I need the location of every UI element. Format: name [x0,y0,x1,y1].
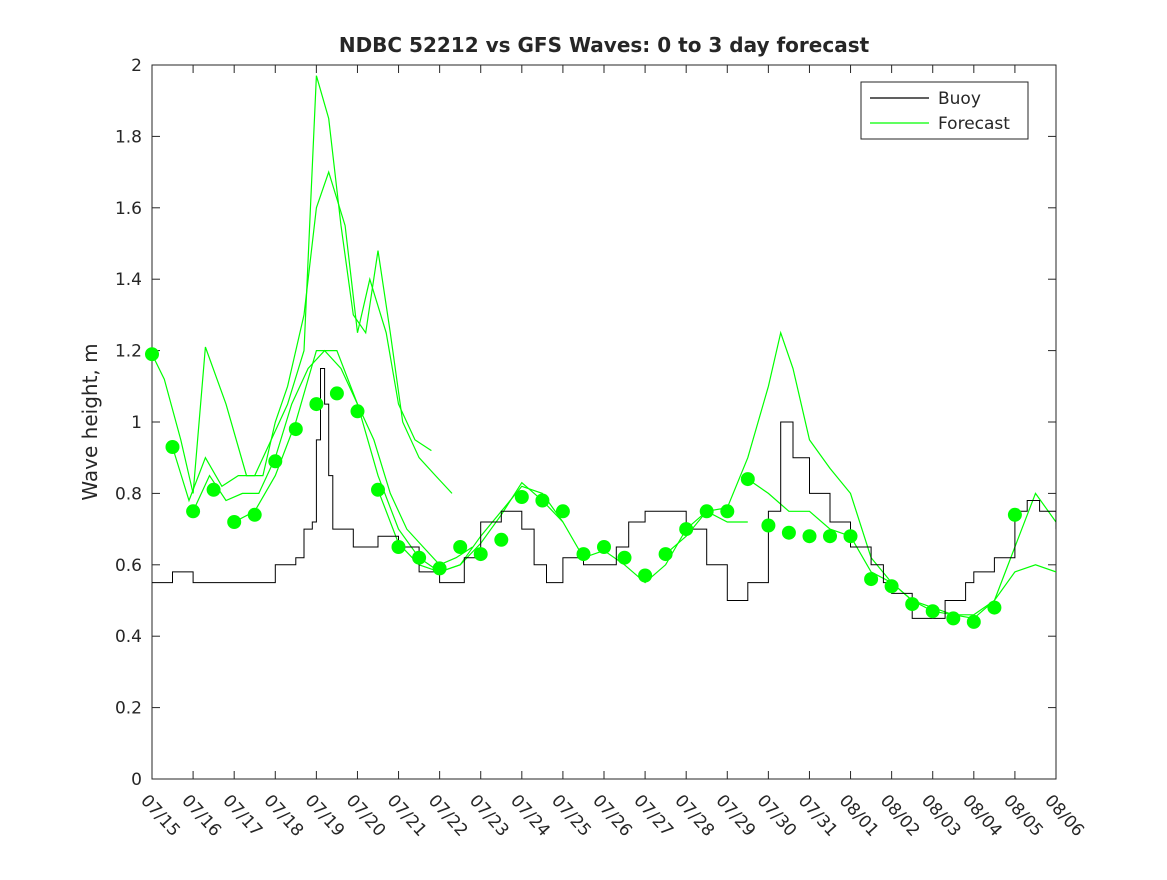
y-tick-label: 0 [131,770,142,790]
y-axis-label: Wave height, m [78,343,102,500]
forecast-point [350,404,365,419]
legend-label: Forecast [938,114,1010,134]
forecast-point [925,604,940,619]
forecast-point [186,504,201,519]
y-tick-label: 0.6 [115,556,142,576]
legend-label: Buoy [938,89,981,109]
forecast-point [514,490,529,504]
y-tick-label: 0.8 [115,484,142,504]
forecast-series-line [747,478,1056,616]
forecast-series-line [171,75,453,503]
y-tick-label: 2 [131,56,142,76]
forecast-point [391,540,406,554]
forecast-point [802,529,817,544]
y-tick-label: 1.6 [115,199,142,219]
legend-box [860,81,1029,140]
forecast-point [864,572,879,587]
forecast-point [740,472,755,487]
forecast-point [206,482,221,497]
forecast-point [247,507,262,522]
forecast-point [966,614,981,629]
forecast-series-line [152,170,432,494]
forecast-point [535,493,550,508]
forecast-point [576,547,591,562]
forecast-point [905,597,920,612]
forecast-point [679,522,694,537]
forecast-series-line [233,350,564,573]
y-tick-label: 1 [131,413,142,433]
forecast-point [720,504,735,519]
forecast-point [617,550,632,565]
forecast-point [597,540,611,554]
forecast-point [638,568,653,583]
y-tick-label: 1.2 [115,342,142,362]
forecast-point [268,454,283,469]
forecast-series-line [192,349,473,566]
forecast-point [227,515,242,529]
forecast-point [1007,507,1022,522]
forecast-point [658,547,673,562]
forecast-point [555,504,570,519]
forecast-point [473,547,488,562]
forecast-point [946,611,961,626]
forecast-point [165,440,180,454]
y-tick-label: 1.4 [115,270,142,290]
y-tick-label: 0.4 [115,627,142,647]
forecast-point [453,540,468,554]
forecast-point [843,529,858,544]
forecast-point [329,386,344,401]
forecast-point [823,529,837,544]
forecast-point [412,550,427,565]
forecast-point [781,525,796,540]
forecast-point [699,504,714,519]
forecast-point [884,579,899,594]
forecast-point [288,422,303,437]
forecast-point [145,347,159,362]
legend: Buoy Forecast [860,81,1029,140]
forecast-point [761,518,776,533]
chart-title: NDBC 52212 vs GFS Waves: 0 to 3 day fore… [339,33,870,57]
forecast-point [494,532,509,547]
forecast-point [371,482,385,497]
y-tick-label: 1.8 [115,127,142,147]
forecast-point [309,397,324,412]
forecast-point [432,561,447,576]
y-tick-label: 0.2 [115,699,142,719]
forecast-point [987,600,1002,615]
